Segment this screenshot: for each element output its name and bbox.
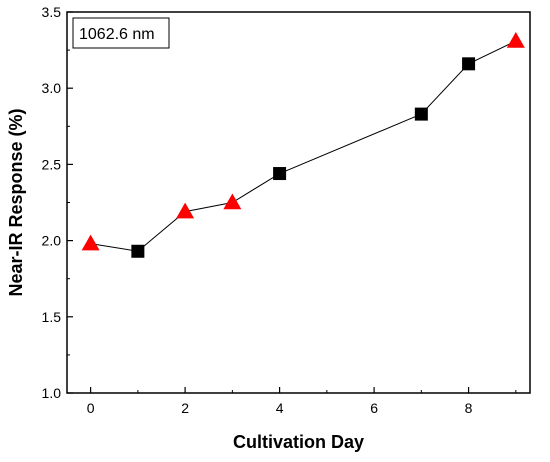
data-point-triangle	[81, 234, 100, 251]
y-tick-label: 2.0	[42, 233, 62, 249]
plot-frame	[66, 11, 531, 394]
y-axis: 1.0 1.5 2.0 2.5 3.0 3.5	[42, 4, 73, 401]
data-point-triangle	[176, 202, 195, 219]
data-point-triangle	[506, 31, 525, 48]
series-line	[90, 40, 517, 252]
y-tick-label: 1.0	[42, 385, 62, 401]
y-tick-label: 3.5	[42, 4, 62, 20]
y-tick-label: 1.5	[42, 309, 62, 325]
data-point-square	[414, 107, 428, 121]
x-tick-label: 8	[465, 400, 473, 416]
annotation-label: 1062.6 nm	[79, 26, 155, 43]
data-point-square	[131, 244, 145, 258]
x-axis-title: Cultivation Day	[233, 432, 364, 452]
data-point-triangle	[223, 193, 242, 210]
plot-area: 1.0 1.5 2.0 2.5 3.0 3.5 0 2 4 6 8 1062.6 nm	[42, 4, 531, 416]
y-axis-title: Near-IR Response (%)	[6, 108, 26, 296]
y-tick-label: 2.5	[42, 156, 62, 172]
x-tick-label: 6	[370, 400, 378, 416]
data-points	[81, 31, 525, 258]
x-tick-label: 4	[276, 400, 284, 416]
x-axis: 0 2 4 6 8	[87, 387, 517, 416]
x-tick-label: 2	[181, 400, 189, 416]
data-point-square	[462, 57, 476, 71]
data-point-square	[273, 167, 287, 181]
y-tick-label: 3.0	[42, 80, 62, 96]
x-tick-label: 0	[87, 400, 95, 416]
annotation-box: 1062.6 nm	[72, 17, 170, 49]
